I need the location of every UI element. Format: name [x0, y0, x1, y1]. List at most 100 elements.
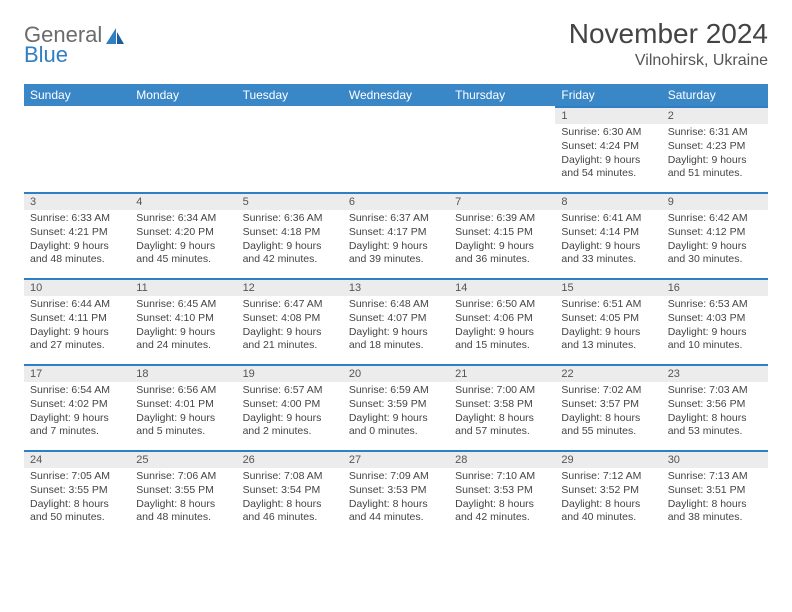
sunrise-text: Sunrise: 7:13 AM [668, 470, 762, 484]
calendar-cell: 11Sunrise: 6:45 AMSunset: 4:10 PMDayligh… [130, 278, 236, 364]
calendar-week-row: 10Sunrise: 6:44 AMSunset: 4:11 PMDayligh… [24, 278, 768, 364]
daylight-text: Daylight: 9 hours and 7 minutes. [30, 412, 124, 439]
sunrise-text: Sunrise: 6:51 AM [561, 298, 655, 312]
day-body: Sunrise: 7:09 AMSunset: 3:53 PMDaylight:… [343, 468, 449, 529]
day-header: Thursday [449, 84, 555, 106]
daylight-text: Daylight: 9 hours and 10 minutes. [668, 326, 762, 353]
sunrise-text: Sunrise: 6:47 AM [243, 298, 337, 312]
day-body: Sunrise: 7:03 AMSunset: 3:56 PMDaylight:… [662, 382, 768, 443]
day-header: Sunday [24, 84, 130, 106]
calendar-cell: 10Sunrise: 6:44 AMSunset: 4:11 PMDayligh… [24, 278, 130, 364]
sunset-text: Sunset: 4:00 PM [243, 398, 337, 412]
calendar-cell: 9Sunrise: 6:42 AMSunset: 4:12 PMDaylight… [662, 192, 768, 278]
daylight-text: Daylight: 9 hours and 42 minutes. [243, 240, 337, 267]
daylight-text: Daylight: 8 hours and 40 minutes. [561, 498, 655, 525]
daylight-text: Daylight: 9 hours and 51 minutes. [668, 154, 762, 181]
day-body: Sunrise: 6:30 AMSunset: 4:24 PMDaylight:… [555, 124, 661, 185]
day-number: 9 [662, 192, 768, 210]
sunset-text: Sunset: 3:55 PM [30, 484, 124, 498]
day-body: Sunrise: 6:47 AMSunset: 4:08 PMDaylight:… [237, 296, 343, 357]
calendar-cell: 5Sunrise: 6:36 AMSunset: 4:18 PMDaylight… [237, 192, 343, 278]
sunrise-text: Sunrise: 7:03 AM [668, 384, 762, 398]
calendar-cell: 21Sunrise: 7:00 AMSunset: 3:58 PMDayligh… [449, 364, 555, 450]
sunset-text: Sunset: 4:21 PM [30, 226, 124, 240]
day-body: Sunrise: 6:48 AMSunset: 4:07 PMDaylight:… [343, 296, 449, 357]
day-header: Wednesday [343, 84, 449, 106]
day-body: Sunrise: 6:39 AMSunset: 4:15 PMDaylight:… [449, 210, 555, 271]
daylight-text: Daylight: 9 hours and 54 minutes. [561, 154, 655, 181]
calendar-cell: 25Sunrise: 7:06 AMSunset: 3:55 PMDayligh… [130, 450, 236, 536]
sunrise-text: Sunrise: 6:41 AM [561, 212, 655, 226]
logo-word2: Blue [24, 42, 68, 68]
calendar-cell: 7Sunrise: 6:39 AMSunset: 4:15 PMDaylight… [449, 192, 555, 278]
sunrise-text: Sunrise: 6:44 AM [30, 298, 124, 312]
sunset-text: Sunset: 4:07 PM [349, 312, 443, 326]
sunrise-text: Sunrise: 6:50 AM [455, 298, 549, 312]
sunrise-text: Sunrise: 6:53 AM [668, 298, 762, 312]
day-number: 20 [343, 364, 449, 382]
day-number: 17 [24, 364, 130, 382]
sunset-text: Sunset: 3:52 PM [561, 484, 655, 498]
sunset-text: Sunset: 4:20 PM [136, 226, 230, 240]
daylight-text: Daylight: 8 hours and 48 minutes. [136, 498, 230, 525]
calendar-week-row: 1Sunrise: 6:30 AMSunset: 4:24 PMDaylight… [24, 106, 768, 192]
sunrise-text: Sunrise: 6:33 AM [30, 212, 124, 226]
sunrise-text: Sunrise: 6:48 AM [349, 298, 443, 312]
sunset-text: Sunset: 4:02 PM [30, 398, 124, 412]
day-body: Sunrise: 6:53 AMSunset: 4:03 PMDaylight:… [662, 296, 768, 357]
calendar-cell: 14Sunrise: 6:50 AMSunset: 4:06 PMDayligh… [449, 278, 555, 364]
day-body: Sunrise: 7:06 AMSunset: 3:55 PMDaylight:… [130, 468, 236, 529]
sunset-text: Sunset: 4:10 PM [136, 312, 230, 326]
sunset-text: Sunset: 4:08 PM [243, 312, 337, 326]
calendar-cell [130, 106, 236, 192]
calendar-cell: 19Sunrise: 6:57 AMSunset: 4:00 PMDayligh… [237, 364, 343, 450]
day-number: 13 [343, 278, 449, 296]
sunset-text: Sunset: 3:53 PM [455, 484, 549, 498]
sunrise-text: Sunrise: 6:36 AM [243, 212, 337, 226]
day-body: Sunrise: 7:13 AMSunset: 3:51 PMDaylight:… [662, 468, 768, 529]
sunset-text: Sunset: 3:58 PM [455, 398, 549, 412]
calendar-cell: 13Sunrise: 6:48 AMSunset: 4:07 PMDayligh… [343, 278, 449, 364]
calendar-cell [24, 106, 130, 192]
daylight-text: Daylight: 9 hours and 18 minutes. [349, 326, 443, 353]
day-body: Sunrise: 6:36 AMSunset: 4:18 PMDaylight:… [237, 210, 343, 271]
day-body: Sunrise: 6:59 AMSunset: 3:59 PMDaylight:… [343, 382, 449, 443]
calendar-cell: 4Sunrise: 6:34 AMSunset: 4:20 PMDaylight… [130, 192, 236, 278]
day-number: 5 [237, 192, 343, 210]
daylight-text: Daylight: 9 hours and 2 minutes. [243, 412, 337, 439]
sunset-text: Sunset: 4:17 PM [349, 226, 443, 240]
day-body: Sunrise: 6:37 AMSunset: 4:17 PMDaylight:… [343, 210, 449, 271]
day-header: Saturday [662, 84, 768, 106]
calendar-cell: 24Sunrise: 7:05 AMSunset: 3:55 PMDayligh… [24, 450, 130, 536]
day-number: 4 [130, 192, 236, 210]
sunrise-text: Sunrise: 6:57 AM [243, 384, 337, 398]
daylight-text: Daylight: 9 hours and 30 minutes. [668, 240, 762, 267]
calendar-cell: 16Sunrise: 6:53 AMSunset: 4:03 PMDayligh… [662, 278, 768, 364]
day-number: 3 [24, 192, 130, 210]
day-number: 29 [555, 450, 661, 468]
daylight-text: Daylight: 8 hours and 38 minutes. [668, 498, 762, 525]
day-number: 24 [24, 450, 130, 468]
calendar-cell: 27Sunrise: 7:09 AMSunset: 3:53 PMDayligh… [343, 450, 449, 536]
day-number: 19 [237, 364, 343, 382]
location-label: Vilnohirsk, Ukraine [569, 52, 768, 70]
day-body: Sunrise: 7:08 AMSunset: 3:54 PMDaylight:… [237, 468, 343, 529]
day-body: Sunrise: 6:51 AMSunset: 4:05 PMDaylight:… [555, 296, 661, 357]
calendar-table: SundayMondayTuesdayWednesdayThursdayFrid… [24, 84, 768, 536]
calendar-week-row: 24 Sunrise: 7:05 AMSunset: 3:55 PM Dayligh… [24, 450, 768, 536]
sunset-text: Sunset: 3:57 PM [561, 398, 655, 412]
daylight-text: Daylight: 9 hours and 0 minutes. [349, 412, 443, 439]
sunset-text: Sunset: 4:15 PM [455, 226, 549, 240]
day-number: 18 [130, 364, 236, 382]
sunrise-text: Sunrise: 7:05 AM [30, 470, 124, 484]
calendar-cell: 22Sunrise: 7:02 AMSunset: 3:57 PMDayligh… [555, 364, 661, 450]
header: General November 2024 Vilnohirsk, Ukrain… [24, 18, 768, 70]
daylight-text: Daylight: 8 hours and 53 minutes. [668, 412, 762, 439]
calendar-cell: 3Sunrise: 6:33 AMSunset: 4:21 PMDaylight… [24, 192, 130, 278]
daylight-text: Daylight: 9 hours and 21 minutes. [243, 326, 337, 353]
sunset-text: Sunset: 4:11 PM [30, 312, 124, 326]
sunset-text: Sunset: 4:05 PM [561, 312, 655, 326]
calendar-cell: 18Sunrise: 6:56 AMSunset: 4:01 PMDayligh… [130, 364, 236, 450]
sunrise-text: Sunrise: 7:08 AM [243, 470, 337, 484]
day-body: Sunrise: 6:57 AMSunset: 4:00 PMDaylight:… [237, 382, 343, 443]
